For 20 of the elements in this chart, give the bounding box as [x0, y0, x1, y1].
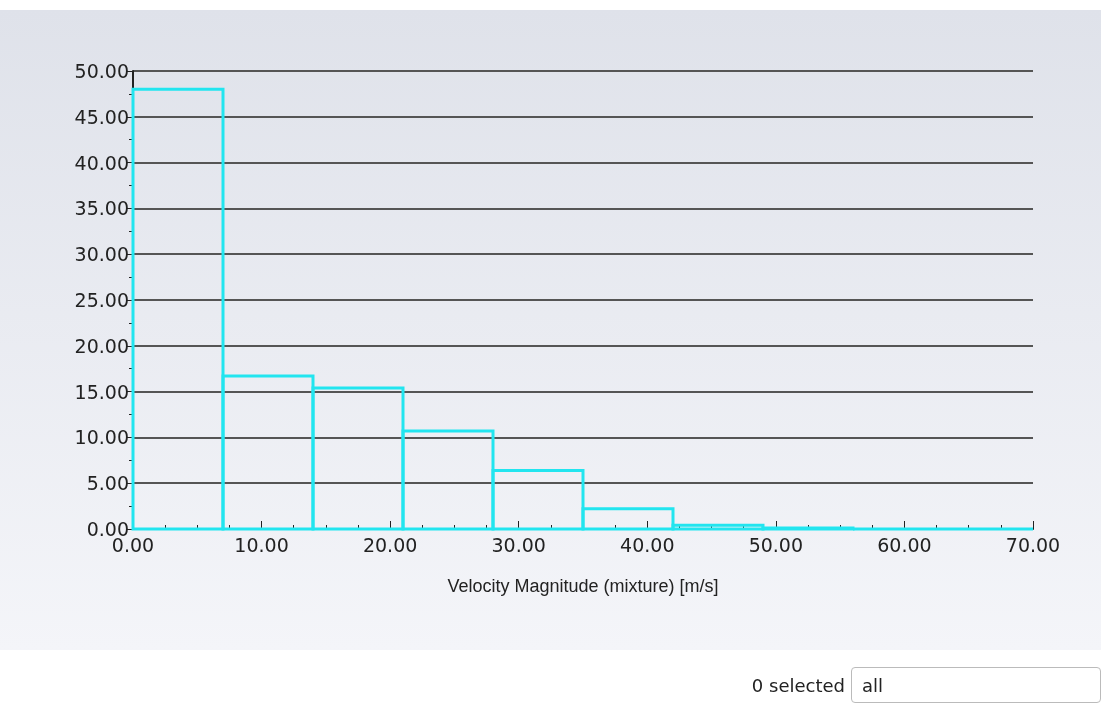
y-tick-label: 25.00: [74, 289, 129, 311]
y-tick-label: 45.00: [74, 105, 129, 128]
text: 0 selected: [751, 674, 845, 696]
x-tick-label: 30.00: [491, 533, 546, 556]
x-tick-label: 70.00: [1005, 533, 1061, 556]
x-axis-title: Velocity Magnitude (mixture) [m/s]: [447, 576, 719, 596]
x-tick-label: 10.00: [234, 533, 289, 556]
y-tick-label: 5.00: [86, 472, 129, 495]
y-tick-label: 35.00: [74, 197, 129, 220]
x-tick-label: 50.00: [748, 533, 804, 556]
y-tick-label: 50.00: [74, 60, 129, 82]
y-tick-label: 10.00: [74, 426, 129, 449]
y-tick-label: 30.00: [74, 243, 129, 266]
x-tick-label: 60.00: [877, 533, 932, 556]
y-tick-label: 15.00: [74, 380, 129, 403]
x-tick-label: 40.00: [620, 533, 675, 556]
select-field: all: [851, 667, 1101, 703]
y-tick-label: 20.00: [74, 334, 129, 357]
y-tick-label: 40.00: [74, 151, 129, 174]
x-tick-label: 20.00: [362, 533, 418, 556]
